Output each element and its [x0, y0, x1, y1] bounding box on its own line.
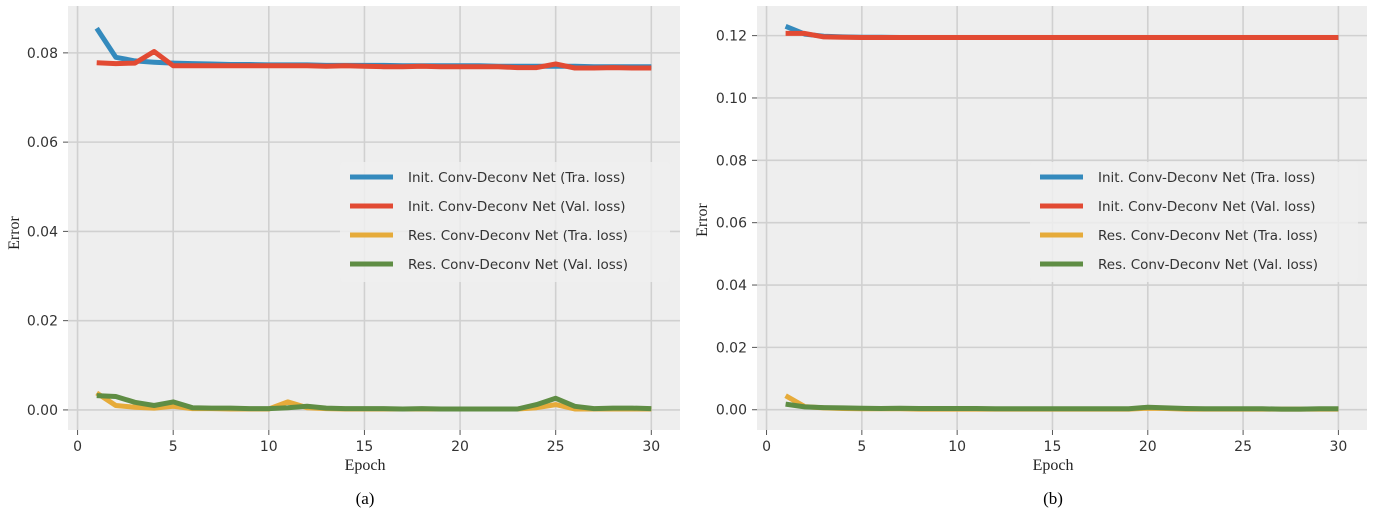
caption-a: (a) [356, 489, 375, 508]
x-ticks-b: 0 5 10 15 20 25 30 [762, 430, 1347, 455]
x-tick-label: 5 [857, 439, 866, 455]
x-tick-label: 30 [1329, 439, 1347, 455]
x-tick-label: 15 [356, 439, 374, 455]
x-tick-label: 15 [1044, 439, 1062, 455]
x-axis-label-a: Epoch [345, 457, 386, 474]
y-tick-label: 0.02 [716, 340, 747, 356]
x-tick-label: 30 [642, 439, 660, 455]
y-ticks-a: 0.00 0.02 0.04 0.06 0.08 [27, 46, 68, 419]
y-tick-label: 0.06 [716, 216, 747, 232]
legend-label: Res. Conv-Deconv Net (Tra. loss) [1098, 228, 1318, 244]
legend-label: Res. Conv-Deconv Net (Val. loss) [408, 257, 628, 273]
legend-box [1030, 162, 1358, 282]
y-ticks-b: 0.00 0.02 0.04 0.06 0.08 0.10 0.12 [716, 29, 757, 419]
x-tick-label: 0 [73, 439, 82, 455]
legend-label: Init. Conv-Deconv Net (Tra. loss) [408, 170, 625, 186]
series-b [784, 23, 1339, 412]
x-tick-label: 25 [1234, 439, 1252, 455]
x-tick-label: 25 [547, 439, 565, 455]
y-tick-label: 0.04 [716, 278, 747, 294]
y-axis-label-b: Error [694, 202, 711, 236]
chart-panel-a: 0 5 10 15 20 25 30 0.00 0.02 0.04 0.06 0.08 Init. … [6, 6, 680, 508]
legend-label: Res. Conv-Deconv Net (Tra. loss) [408, 228, 628, 244]
y-tick-label: 0.06 [27, 135, 58, 151]
legend-label: Init. Conv-Deconv Net (Val. loss) [408, 199, 626, 215]
series-line-4 [785, 401, 1339, 412]
series-line-4 [96, 393, 652, 412]
y-tick-label: 0.08 [27, 46, 58, 62]
y-tick-label: 0.12 [716, 29, 747, 45]
series-line-2 [785, 30, 1339, 40]
legend-label: Init. Conv-Deconv Net (Val. loss) [1098, 199, 1316, 215]
x-tick-label: 5 [169, 439, 178, 455]
legend-b: Init. Conv-Deconv Net (Tra. loss) Init. C… [1030, 162, 1358, 282]
chart-panel-b: 0 5 10 15 20 25 30 0.00 0.02 0.04 0.06 0.08 0.10 0.1… [694, 6, 1367, 508]
x-tick-label: 10 [948, 439, 966, 455]
x-ticks-a: 0 5 10 15 20 25 30 [73, 430, 660, 455]
x-axis-label-b: Epoch [1033, 457, 1074, 474]
series-a [94, 26, 652, 412]
y-tick-label: 0.00 [716, 403, 747, 419]
x-tick-label: 20 [1139, 439, 1157, 455]
legend-label: Res. Conv-Deconv Net (Val. loss) [1098, 257, 1318, 273]
legend-label: Init. Conv-Deconv Net (Tra. loss) [1098, 170, 1315, 186]
y-tick-label: 0.10 [716, 91, 747, 107]
caption-b: (b) [1043, 489, 1063, 508]
series-line-2 [96, 49, 652, 71]
y-tick-label: 0.02 [27, 314, 58, 330]
x-tick-label: 10 [260, 439, 278, 455]
y-tick-label: 0.00 [27, 403, 58, 419]
y-tick-label: 0.08 [716, 153, 747, 169]
x-tick-label: 0 [762, 439, 771, 455]
legend-a: Init. Conv-Deconv Net (Tra. loss) Init. C… [340, 162, 670, 282]
legend-box [340, 162, 670, 282]
x-tick-label: 20 [451, 439, 469, 455]
y-axis-label-a: Error [6, 215, 23, 249]
y-tick-label: 0.04 [27, 224, 58, 240]
